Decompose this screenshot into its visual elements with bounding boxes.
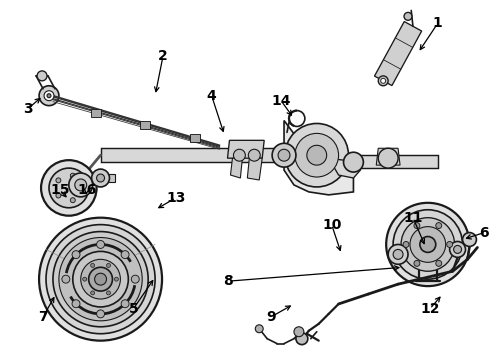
- Text: 16: 16: [77, 183, 97, 197]
- Circle shape: [97, 310, 104, 318]
- Circle shape: [255, 325, 263, 333]
- Circle shape: [393, 249, 403, 259]
- Circle shape: [41, 160, 97, 216]
- Circle shape: [393, 210, 463, 279]
- Circle shape: [89, 267, 113, 291]
- Polygon shape: [329, 158, 360, 178]
- Circle shape: [414, 222, 420, 229]
- Circle shape: [278, 149, 290, 161]
- Circle shape: [463, 233, 476, 247]
- Polygon shape: [230, 158, 243, 178]
- Circle shape: [436, 222, 441, 229]
- Polygon shape: [190, 134, 200, 142]
- Circle shape: [81, 259, 121, 299]
- Circle shape: [62, 275, 70, 283]
- Circle shape: [39, 86, 59, 105]
- Text: 7: 7: [38, 310, 48, 324]
- Text: 3: 3: [24, 102, 33, 116]
- Polygon shape: [140, 121, 150, 130]
- Polygon shape: [100, 148, 284, 162]
- Text: 5: 5: [128, 302, 138, 316]
- Text: 6: 6: [480, 226, 489, 239]
- Text: 13: 13: [166, 191, 186, 205]
- Circle shape: [44, 91, 54, 101]
- Circle shape: [248, 149, 260, 161]
- Circle shape: [414, 260, 420, 266]
- Circle shape: [56, 178, 61, 183]
- Polygon shape: [227, 140, 264, 158]
- Text: 11: 11: [403, 211, 423, 225]
- Circle shape: [447, 242, 453, 247]
- Polygon shape: [376, 148, 400, 165]
- Circle shape: [72, 251, 80, 258]
- Circle shape: [83, 277, 87, 281]
- Circle shape: [454, 246, 462, 253]
- Circle shape: [59, 238, 142, 321]
- Text: 12: 12: [420, 302, 440, 316]
- Circle shape: [296, 333, 308, 345]
- Circle shape: [91, 264, 95, 267]
- Circle shape: [53, 231, 148, 327]
- Circle shape: [294, 327, 304, 337]
- Circle shape: [91, 291, 95, 295]
- Circle shape: [37, 71, 47, 81]
- Circle shape: [121, 300, 129, 308]
- Circle shape: [378, 148, 398, 168]
- Polygon shape: [91, 109, 100, 117]
- Circle shape: [79, 185, 84, 190]
- Text: 15: 15: [50, 183, 70, 197]
- Polygon shape: [353, 155, 438, 168]
- Circle shape: [71, 173, 75, 178]
- Text: 8: 8: [223, 274, 233, 288]
- Circle shape: [72, 300, 80, 308]
- Circle shape: [39, 218, 162, 341]
- Circle shape: [97, 240, 104, 248]
- Circle shape: [115, 277, 119, 281]
- Polygon shape: [104, 174, 116, 182]
- Circle shape: [388, 244, 408, 264]
- Circle shape: [410, 226, 446, 262]
- Circle shape: [131, 275, 139, 283]
- Circle shape: [106, 264, 110, 267]
- Circle shape: [71, 198, 75, 203]
- Circle shape: [307, 145, 327, 165]
- Circle shape: [46, 225, 155, 334]
- Circle shape: [47, 94, 51, 98]
- Circle shape: [403, 242, 409, 247]
- Polygon shape: [284, 121, 353, 195]
- Polygon shape: [247, 158, 262, 180]
- Text: 10: 10: [322, 218, 342, 231]
- Circle shape: [401, 218, 455, 271]
- Text: 4: 4: [207, 89, 217, 103]
- Circle shape: [49, 168, 89, 208]
- Circle shape: [106, 291, 110, 295]
- Text: 9: 9: [267, 310, 276, 324]
- Circle shape: [386, 203, 469, 286]
- Circle shape: [97, 174, 104, 182]
- Circle shape: [75, 179, 87, 191]
- Circle shape: [92, 169, 109, 187]
- Circle shape: [450, 242, 465, 257]
- Text: 2: 2: [158, 49, 168, 63]
- Circle shape: [381, 78, 386, 83]
- Circle shape: [285, 123, 348, 187]
- Circle shape: [378, 76, 388, 86]
- Circle shape: [436, 260, 441, 266]
- Circle shape: [420, 237, 436, 252]
- Text: 14: 14: [271, 94, 291, 108]
- Circle shape: [233, 149, 245, 161]
- Text: 1: 1: [433, 16, 442, 30]
- Circle shape: [295, 134, 339, 177]
- Circle shape: [343, 152, 364, 172]
- Circle shape: [69, 173, 93, 197]
- Circle shape: [95, 273, 106, 285]
- Circle shape: [272, 143, 296, 167]
- Circle shape: [56, 193, 61, 198]
- Circle shape: [121, 251, 129, 258]
- Circle shape: [404, 12, 412, 20]
- Circle shape: [73, 251, 128, 307]
- Polygon shape: [374, 22, 422, 86]
